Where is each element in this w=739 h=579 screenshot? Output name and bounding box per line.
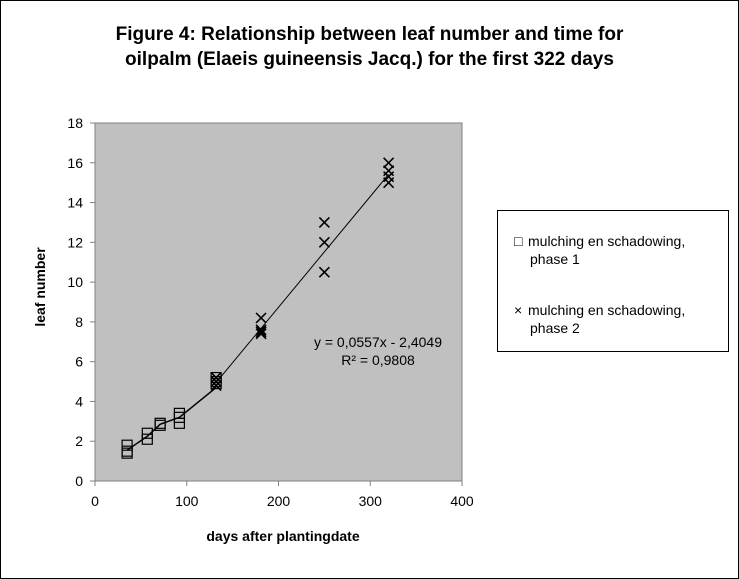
data-point-x (255, 328, 267, 340)
legend: □ mulching en schadowing, phase 1 × mulc… (497, 210, 729, 352)
y-tick-label: 10 (67, 274, 83, 290)
data-point-square (141, 427, 153, 439)
data-point-square (173, 407, 186, 419)
data-point-x (318, 266, 330, 278)
data-point-x (210, 372, 222, 384)
trendline-annotation: y = 0,0557x - 2,4049 R² = 0,9808 (300, 333, 456, 369)
data-point-x (255, 324, 267, 336)
data-point-x (255, 326, 267, 338)
y-tick-label: 0 (75, 473, 83, 489)
y-axis-label: leaf number (32, 247, 48, 327)
legend-square-marker: □ (514, 233, 523, 249)
y-tick-label: 18 (67, 115, 83, 131)
data-point-x (383, 157, 395, 169)
data-point-x (383, 165, 395, 177)
data-point-x (318, 236, 330, 248)
x-tick-label: 200 (267, 493, 291, 509)
x-tick-label: 100 (175, 493, 199, 509)
y-tick-label: 6 (75, 354, 83, 370)
plot-background (94, 122, 463, 482)
x-tick-label: 0 (91, 493, 99, 509)
x-axis-label: days after plantingdate (206, 528, 360, 544)
trendline-equation: y = 0,0557x - 2,4049 (313, 334, 443, 350)
chart-title-line1: Figure 4: Relationship between leaf numb… (115, 24, 624, 45)
data-point-x (210, 375, 222, 388)
data-point-square (141, 433, 153, 445)
data-point-square (121, 439, 133, 451)
data-point-x (210, 379, 222, 392)
y-tick-label: 4 (75, 393, 83, 409)
data-point-x (318, 216, 330, 229)
chart-title-line2: oilpalm (Elaeis guineensis Jacq.) for th… (125, 49, 614, 70)
legend-label-phase-1-line1: mulching en schadowing, (528, 233, 686, 249)
x-tick-label: 300 (359, 493, 383, 509)
y-tick-label: 12 (67, 234, 83, 250)
legend-x-marker: × (514, 302, 523, 318)
x-tick-label: 400 (450, 493, 474, 509)
trendline-r2: R² = 0,9808 (341, 352, 415, 368)
series-phase-1-line (126, 386, 217, 451)
trendline (215, 174, 389, 383)
legend-label-phase-1-line2: phase 1 (530, 251, 580, 267)
chart-title: Figure 4: Relationship between leaf numb… (0, 22, 739, 72)
legend-item-phase-2: × mulching en schadowing, phase 2 (514, 301, 718, 337)
legend-label-phase-2-line2: phase 2 (530, 320, 580, 336)
y-tick-label: 2 (75, 433, 83, 449)
y-tick-label: 14 (67, 195, 83, 211)
data-point-x (255, 312, 267, 324)
legend-item-phase-1: □ mulching en schadowing, phase 1 (514, 232, 718, 268)
data-point-square (121, 445, 133, 457)
y-tick-label: 16 (67, 155, 83, 171)
data-point-square (154, 417, 166, 429)
y-tick-label: 8 (75, 314, 83, 330)
legend-label-phase-2-line1: mulching en schadowing, (528, 302, 686, 318)
